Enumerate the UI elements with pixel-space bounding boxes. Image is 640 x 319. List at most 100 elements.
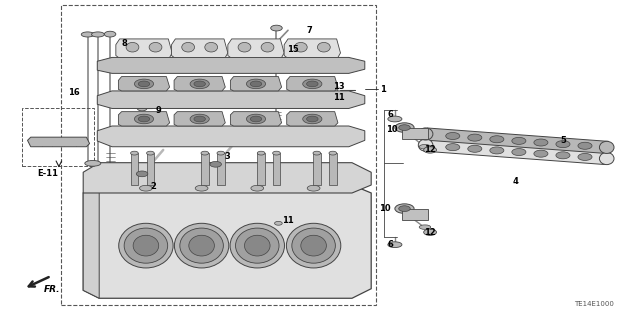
Ellipse shape [490,147,504,154]
Text: 5: 5 [560,136,566,145]
Ellipse shape [556,152,570,159]
Bar [313,153,321,185]
Ellipse shape [301,235,326,256]
Text: 6: 6 [387,110,394,119]
Ellipse shape [271,25,282,31]
Ellipse shape [317,42,330,52]
Ellipse shape [138,116,150,122]
Ellipse shape [275,221,282,225]
Polygon shape [97,91,365,108]
Polygon shape [118,112,170,126]
Bar [147,153,154,185]
Ellipse shape [395,204,414,213]
Ellipse shape [419,145,431,149]
Polygon shape [83,163,371,193]
Ellipse shape [255,55,267,61]
Ellipse shape [468,145,482,152]
Text: 2: 2 [150,182,157,191]
Ellipse shape [136,171,148,177]
Ellipse shape [419,139,433,151]
Ellipse shape [307,116,318,122]
Ellipse shape [134,114,154,124]
Ellipse shape [424,229,436,235]
Ellipse shape [251,185,264,191]
Text: 4: 4 [512,177,518,186]
Polygon shape [287,77,338,91]
Text: 12: 12 [424,228,436,237]
Text: 13: 13 [333,82,345,91]
Ellipse shape [205,42,218,52]
Ellipse shape [445,144,460,151]
Polygon shape [174,112,225,126]
Polygon shape [97,57,365,73]
Ellipse shape [261,42,274,52]
Text: 16: 16 [68,88,79,97]
Ellipse shape [292,228,335,263]
Ellipse shape [92,32,104,37]
Ellipse shape [273,151,280,155]
Text: 1: 1 [380,85,386,94]
Ellipse shape [84,160,101,166]
Ellipse shape [329,151,337,155]
Text: E-11: E-11 [37,169,58,178]
Text: FR.: FR. [44,285,60,294]
Text: 15: 15 [287,45,299,54]
Text: 10: 10 [387,125,398,134]
Ellipse shape [556,141,570,148]
Ellipse shape [468,134,482,141]
Ellipse shape [388,242,402,248]
Bar [402,209,428,220]
Polygon shape [230,77,282,91]
Bar [402,128,428,139]
Ellipse shape [512,137,526,145]
Ellipse shape [578,153,592,160]
Ellipse shape [238,42,251,52]
Ellipse shape [257,151,265,155]
Bar [273,153,280,185]
Ellipse shape [490,136,504,143]
Ellipse shape [600,152,614,165]
Ellipse shape [131,151,138,155]
Ellipse shape [174,223,229,268]
Polygon shape [228,39,284,57]
Ellipse shape [190,114,209,124]
Ellipse shape [250,116,262,122]
Polygon shape [284,39,340,57]
Ellipse shape [308,94,316,98]
Ellipse shape [399,125,410,130]
Ellipse shape [180,228,223,263]
Polygon shape [28,137,90,147]
Bar [329,153,337,185]
Ellipse shape [419,128,433,140]
Ellipse shape [246,79,266,89]
Ellipse shape [104,31,116,37]
Polygon shape [116,39,172,57]
Ellipse shape [149,42,162,52]
Ellipse shape [303,114,322,124]
Polygon shape [83,185,371,298]
Ellipse shape [140,185,152,191]
Bar [217,153,225,185]
Polygon shape [287,112,338,126]
Ellipse shape [534,139,548,146]
Ellipse shape [195,185,208,191]
Polygon shape [172,39,228,57]
Polygon shape [83,185,99,298]
Ellipse shape [134,79,154,89]
Ellipse shape [147,151,154,155]
Polygon shape [230,112,282,126]
Text: 7: 7 [307,26,312,35]
Text: 3: 3 [225,152,230,161]
Text: 6: 6 [387,240,394,249]
Ellipse shape [294,42,307,52]
Ellipse shape [126,42,139,52]
Ellipse shape [182,42,195,52]
Ellipse shape [194,81,205,87]
Bar [257,153,265,185]
Polygon shape [174,77,225,91]
Bar [22,108,94,166]
Ellipse shape [201,151,209,155]
Ellipse shape [287,223,341,268]
Text: 12: 12 [424,145,436,154]
Ellipse shape [534,150,548,157]
